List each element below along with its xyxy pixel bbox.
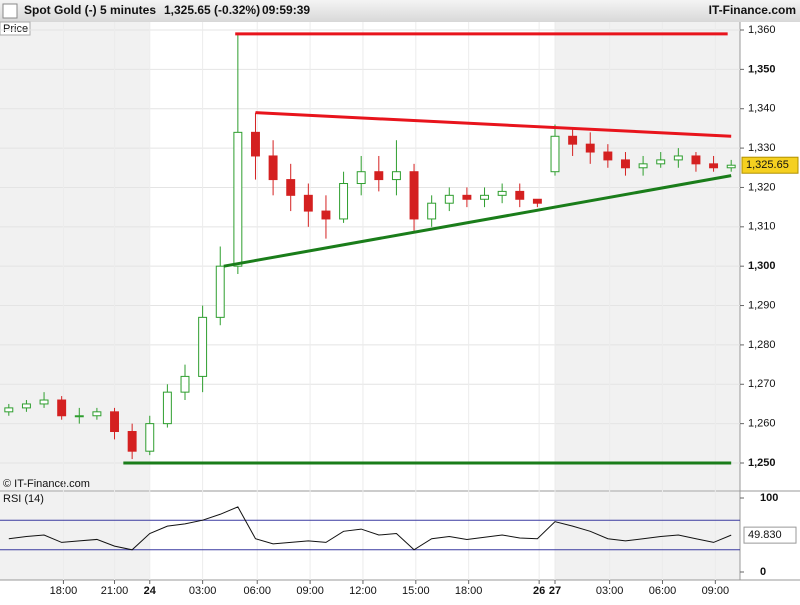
panel-label: RSI (14) — [3, 493, 44, 505]
y-tick-label: 1,350 — [748, 63, 776, 75]
y-tick-label: 1,310 — [748, 221, 776, 233]
candle-body — [515, 190, 525, 200]
candle-body — [321, 210, 331, 220]
candle-body — [673, 155, 683, 161]
candle-body — [409, 171, 419, 220]
x-tick-label: 12:00 — [349, 585, 377, 597]
session-shade — [555, 492, 740, 580]
session-shade — [0, 492, 150, 580]
x-tick-label: 06:00 — [649, 585, 677, 597]
clock: 09:59:39 — [262, 3, 310, 17]
x-tick-label: 27 — [549, 585, 561, 597]
x-tick-label: 18:00 — [50, 585, 78, 597]
candle-body — [356, 171, 366, 185]
candle-body — [74, 415, 84, 418]
candle-body — [268, 155, 278, 181]
y-tick-label: 1,280 — [748, 339, 776, 351]
session-shade — [0, 22, 150, 490]
last-value-label: 49.830 — [748, 529, 782, 541]
candle-body — [39, 399, 49, 405]
candle-body — [339, 183, 349, 220]
candle-body — [462, 194, 472, 200]
x-tick-label: 06:00 — [243, 585, 271, 597]
candle-body — [656, 159, 666, 165]
source: IT-Finance.com — [709, 3, 796, 17]
x-tick-label: 03:00 — [189, 585, 217, 597]
last-price-box — [741, 156, 799, 174]
y-tick-label: 1,360 — [748, 24, 776, 36]
candle-body — [497, 190, 507, 196]
x-tick-label: 09:00 — [702, 585, 730, 597]
header-bar — [0, 0, 800, 22]
candle-body — [444, 194, 454, 204]
candle-body — [691, 155, 701, 165]
candle-body — [286, 179, 296, 196]
x-tick-label: 21:00 — [101, 585, 129, 597]
candle-body — [127, 431, 137, 452]
candle-body — [233, 131, 243, 267]
candle-body — [162, 391, 172, 425]
candle-body — [92, 411, 102, 417]
last-value-box — [743, 526, 797, 544]
trend-line — [223, 174, 732, 268]
credit: © IT-Finance.com — [3, 478, 90, 490]
y-tick-label: 1,320 — [748, 181, 776, 193]
x-tick-label: 24 — [144, 585, 157, 597]
candle-body — [709, 163, 719, 169]
candle-body — [427, 202, 437, 220]
candle-body — [621, 159, 630, 169]
y-tick-label: 0 — [760, 566, 766, 578]
last-price-label: 1,325.65 — [746, 159, 789, 171]
interval: 5 minutes — [100, 3, 156, 17]
y-tick-label: 1,290 — [748, 299, 776, 311]
candle-body — [480, 194, 489, 200]
candle-body — [374, 171, 384, 181]
y-tick-label: 1,300 — [748, 260, 776, 272]
candle-body — [391, 171, 401, 181]
y-tick-label: 1,250 — [748, 457, 776, 469]
candle-body — [568, 135, 578, 145]
rsi-line — [8, 506, 732, 551]
y-tick-label: 100 — [760, 492, 778, 504]
x-tick-label: 09:00 — [296, 585, 324, 597]
candle-body — [145, 423, 155, 452]
candle-body — [215, 265, 225, 318]
candle-body — [638, 163, 648, 169]
instrument: Spot Gold (-) — [24, 3, 97, 17]
candle-body — [603, 151, 613, 161]
y-tick-label: 1,270 — [748, 378, 776, 390]
x-tick-label: 15:00 — [402, 585, 430, 597]
candle-body — [532, 198, 542, 204]
candle-body — [251, 131, 260, 157]
candle-body — [180, 375, 190, 393]
candle-body — [550, 135, 560, 173]
panel-label: Price — [3, 23, 28, 35]
candle-body — [4, 407, 14, 413]
panel-label-box — [0, 21, 31, 36]
candle-body — [726, 164, 736, 169]
candle-body — [198, 316, 208, 377]
x-tick-label: 18:00 — [455, 585, 483, 597]
candle-body — [57, 399, 67, 417]
quote: 1,325.65 (-0.32%) — [164, 3, 260, 17]
x-tick-label: 03:00 — [596, 585, 624, 597]
y-tick-label: 1,330 — [748, 142, 776, 154]
candle-body — [110, 411, 119, 433]
y-tick-label: 1,340 — [748, 103, 776, 115]
x-tick-label: 26 — [533, 585, 545, 597]
y-tick-label: 1,260 — [748, 418, 776, 430]
candle-body — [303, 194, 313, 212]
candle-body — [585, 143, 595, 153]
session-shade — [555, 22, 740, 490]
candle-body — [21, 403, 31, 409]
trend-line — [255, 111, 732, 138]
menu-icon[interactable] — [2, 3, 18, 19]
